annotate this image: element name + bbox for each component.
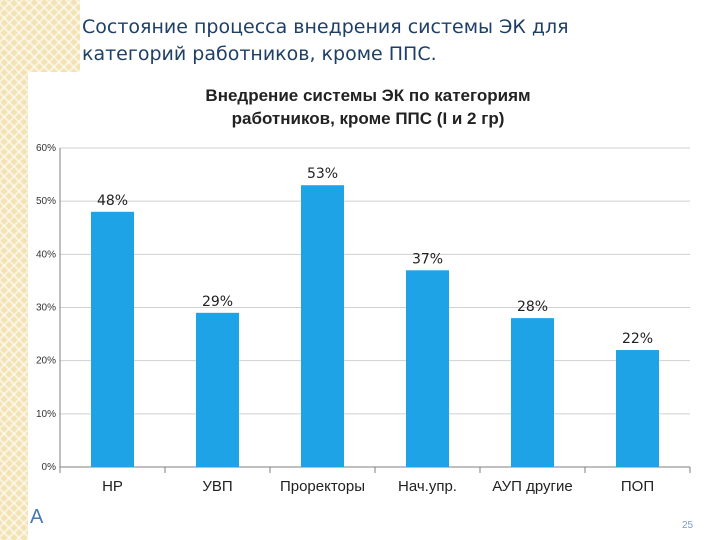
slide-number: 25 — [682, 520, 694, 531]
footer-letter: А — [30, 506, 44, 528]
x-category-label: УВП — [202, 478, 232, 495]
y-tick-label: 60% — [36, 143, 56, 154]
y-tick-label: 0% — [42, 462, 57, 473]
x-category-label: ПОП — [621, 478, 654, 495]
slide-title: Состояние процесса внедрения системы ЭК … — [82, 14, 682, 68]
bar — [406, 270, 449, 467]
x-category-label: НР — [102, 478, 123, 495]
chart-title-line-1: Внедрение системы ЭК по категориям — [205, 86, 531, 105]
chart-area: 0% 10% 20% 30% 40% 50% 60% 48% НР 29% УВП 53% Прорек… — [28, 72, 703, 512]
x-category-label: Проректоры — [280, 478, 365, 495]
data-label: 22% — [622, 331, 653, 347]
y-tick-label: 10% — [36, 409, 56, 420]
bar — [196, 312, 239, 467]
y-tick-label: 20% — [36, 356, 56, 367]
chart-title: Внедрение системы ЭК по категориям работ… — [148, 84, 588, 130]
data-label: 48% — [97, 193, 128, 209]
decorative-top-strip — [28, 0, 80, 72]
data-label: 37% — [412, 251, 443, 267]
decorative-side-strip — [0, 0, 28, 540]
x-category-label: АУП другие — [492, 478, 572, 495]
bar-chart: 0% 10% 20% 30% 40% 50% 60% 48% НР 29% УВП 53% Прорек… — [36, 143, 691, 495]
chart-title-line-2: работников, кроме ППС (I и 2 гр) — [231, 109, 505, 128]
slide-title-line-1: Состояние процесса внедрения системы ЭК … — [82, 16, 569, 38]
bar — [511, 318, 554, 467]
data-label: 53% — [307, 166, 338, 182]
data-label: 28% — [517, 299, 548, 315]
y-tick-label: 50% — [36, 196, 56, 207]
y-tick-label: 30% — [36, 303, 56, 314]
bar — [301, 185, 344, 467]
data-label: 29% — [202, 294, 233, 310]
bar — [91, 211, 134, 467]
x-category-label: Нач.упр. — [398, 478, 457, 495]
bar — [616, 350, 659, 467]
slide-title-line-2: категорий работников, кроме ППС. — [82, 43, 437, 65]
y-tick-label: 40% — [36, 249, 56, 260]
